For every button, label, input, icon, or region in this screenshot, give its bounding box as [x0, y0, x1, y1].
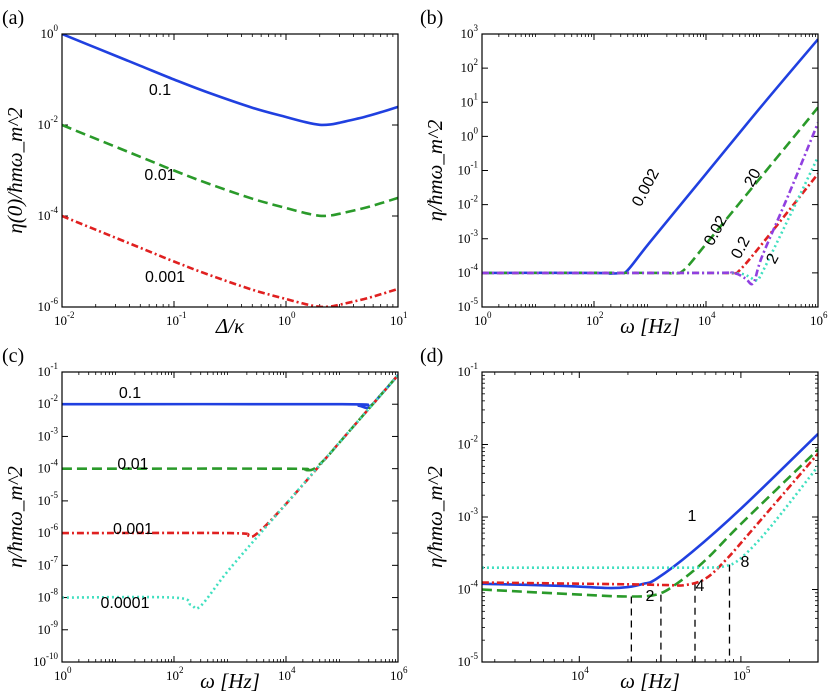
curve-label: 1	[688, 508, 697, 525]
y-axis-label: η/ħmω_m^2	[423, 466, 447, 568]
y-tick-label: 10-2	[38, 114, 59, 132]
panel-2: 100 102 104 106 10-10 10-9 10-8 10-7 10-6 10-5 10-…	[2, 345, 408, 693]
y-tick-label: 10-7	[38, 554, 59, 572]
curve-label: 0.002	[629, 166, 663, 209]
plot-frame	[61, 33, 399, 308]
plot-frame	[61, 371, 399, 663]
y-tick-label: 10-6	[38, 296, 59, 314]
plot-frame	[481, 33, 819, 308]
panel-label: (b)	[420, 7, 443, 29]
panel-label: (c)	[2, 345, 24, 367]
series-line-1	[482, 448, 818, 598]
curve-label: 0.1	[119, 385, 141, 402]
x-tick-label: 10-1	[166, 310, 187, 328]
series-line-0	[62, 374, 398, 410]
curve-label: 0.01	[144, 167, 175, 184]
x-tick-label: 104	[571, 665, 589, 683]
curve-label: 0.1	[149, 82, 171, 99]
x-axis-label: ω [Hz]	[200, 669, 260, 693]
x-tick-label: 102	[586, 310, 604, 328]
series-line-3	[62, 374, 398, 610]
series-line-1	[482, 106, 818, 275]
curve-label: 0.001	[145, 269, 185, 286]
y-tick-label: 103	[461, 23, 479, 41]
minor-ticks	[95, 34, 394, 307]
y-tick-label: 10-2	[458, 194, 479, 212]
y-tick-label: 10-6	[38, 522, 59, 540]
y-tick-label: 10-3	[458, 506, 479, 524]
series-line-1	[62, 374, 398, 472]
y-tick-label: 102	[461, 57, 479, 75]
x-tick-label: 102	[166, 665, 184, 683]
curve-label: 0.2	[728, 234, 753, 262]
y-tick-label: 10-4	[458, 262, 479, 280]
y-tick-label: 10-5	[38, 490, 59, 508]
panel-label: (d)	[420, 345, 443, 367]
y-tick-label: 10-3	[458, 228, 479, 246]
curve-label: 8	[741, 554, 750, 571]
panel-3: 104 105 10-5 10-4 10-3 10-2 10-1 1 2 4 8 (d) ω [Hz] η…	[420, 345, 819, 693]
y-tick-label: 10-1	[458, 361, 479, 379]
y-axis-label: η(0)/ħmω_m^2	[3, 107, 27, 234]
curve-label: 0.01	[117, 456, 148, 473]
y-tick-label: 101	[461, 91, 479, 109]
y-tick-label: 10-4	[38, 205, 59, 223]
x-tick-label: 100	[278, 310, 296, 328]
y-tick-label: 10-8	[38, 587, 59, 605]
minor-ticks	[78, 372, 396, 662]
x-tick-label: 100	[54, 665, 72, 683]
series-line-0	[482, 38, 818, 275]
y-tick-label: 10-3	[38, 425, 59, 443]
y-tick-label: 100	[461, 125, 479, 143]
x-tick-label: 106	[810, 310, 828, 328]
x-axis-label: ω [Hz]	[620, 669, 680, 693]
y-axis-label: η/ħmω_m^2	[423, 119, 447, 221]
curve-label: 0.0001	[101, 595, 150, 612]
x-axis-label: ω [Hz]	[620, 314, 680, 338]
y-axis-label: η/ħmω_m^2	[3, 466, 27, 568]
panel-1: 100 102 104 106 10-5 10-4 10-3 10-2 10-1 100 101 10…	[420, 7, 828, 338]
curve-label: 4	[696, 578, 705, 595]
x-tick-label: 104	[278, 665, 296, 683]
y-tick-label: 10-4	[458, 579, 479, 597]
x-tick-label: 106	[390, 665, 408, 683]
x-tick-label: 100	[474, 310, 492, 328]
y-tick-label: 10-2	[38, 393, 59, 411]
plot-frame	[481, 371, 819, 663]
x-tick-label: 105	[733, 665, 751, 683]
panel-0: 10-2 10-1 100 101 10-6 10-4 10-2 100 0.1 0.01 0.00…	[2, 7, 408, 338]
series-line-0	[62, 34, 398, 127]
curve-label: 20	[741, 166, 764, 190]
y-tick-label: 10-5	[458, 651, 479, 669]
curve-label: 2	[646, 588, 655, 605]
series-line-1	[62, 123, 398, 218]
series-line-2	[62, 214, 398, 307]
minor-ticks	[482, 372, 818, 662]
series-line-2	[482, 452, 818, 587]
series-line-4	[482, 122, 818, 286]
series-line-2	[62, 374, 398, 538]
y-tick-label: 10-9	[38, 619, 59, 637]
y-tick-label: 100	[41, 23, 59, 41]
x-tick-label: 10-2	[54, 310, 75, 328]
y-tick-label: 10-2	[458, 434, 479, 452]
panel-label: (a)	[2, 7, 24, 29]
curve-label: 0.001	[113, 521, 153, 538]
x-tick-label: 104	[698, 310, 716, 328]
y-tick-label: 10-1	[458, 160, 479, 178]
y-tick-label: 10-4	[38, 458, 59, 476]
y-tick-label: 10-1	[38, 361, 59, 379]
x-tick-label: 101	[390, 310, 408, 328]
y-tick-label: 10-5	[458, 296, 479, 314]
x-axis-label: Δ/κ	[215, 314, 245, 338]
y-tick-label: 10-10	[33, 651, 58, 669]
